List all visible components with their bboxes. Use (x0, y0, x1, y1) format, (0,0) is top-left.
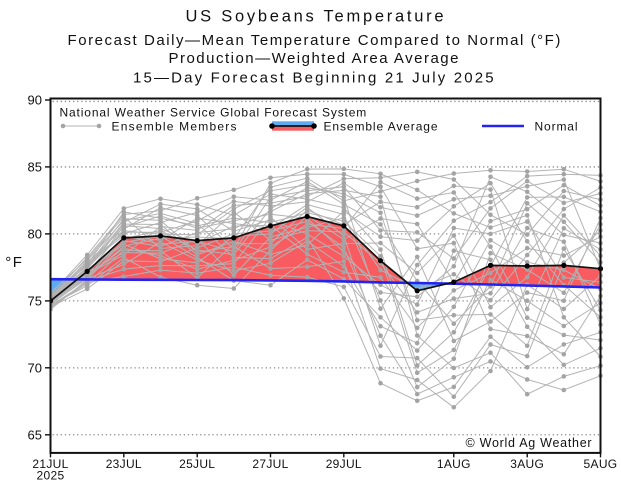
svg-text:23JUL: 23JUL (106, 457, 142, 471)
svg-text:°F: °F (5, 254, 23, 271)
svg-text:90: 90 (28, 93, 42, 108)
svg-text:1AUG: 1AUG (437, 457, 471, 471)
svg-text:US Soybeans Temperature: US Soybeans Temperature (186, 7, 447, 25)
svg-text:25JUL: 25JUL (179, 457, 215, 471)
svg-text:85: 85 (28, 160, 42, 175)
svg-text:Ensemble Average: Ensemble Average (324, 119, 439, 133)
svg-text:70: 70 (28, 361, 42, 376)
svg-text:80: 80 (28, 227, 42, 242)
svg-text:15—Day Forecast Beginning 21 J: 15—Day Forecast Beginning 21 July 2025 (133, 70, 496, 87)
svg-text:© World Ag Weather: © World Ag Weather (466, 436, 593, 450)
svg-text:Normal: Normal (535, 119, 579, 133)
svg-text:5AUG: 5AUG (584, 457, 618, 471)
svg-text:75: 75 (28, 294, 42, 309)
svg-text:2025: 2025 (37, 469, 65, 483)
svg-text:21JUL: 21JUL (32, 457, 68, 471)
svg-text:Ensemble Members: Ensemble Members (112, 119, 238, 133)
svg-text:Forecast Daily—Mean Temperatur: Forecast Daily—Mean Temperature Compared… (68, 32, 562, 49)
svg-text:65: 65 (28, 427, 42, 442)
svg-text:27JUL: 27JUL (252, 457, 288, 471)
svg-text:3AUG: 3AUG (510, 457, 544, 471)
svg-text:29JUL: 29JUL (326, 457, 362, 471)
svg-text:National Weather Service Globa: National Weather Service Global Forecast… (60, 105, 368, 119)
svg-text:Production—Weighted Area Avera: Production—Weighted Area Average (169, 50, 460, 67)
